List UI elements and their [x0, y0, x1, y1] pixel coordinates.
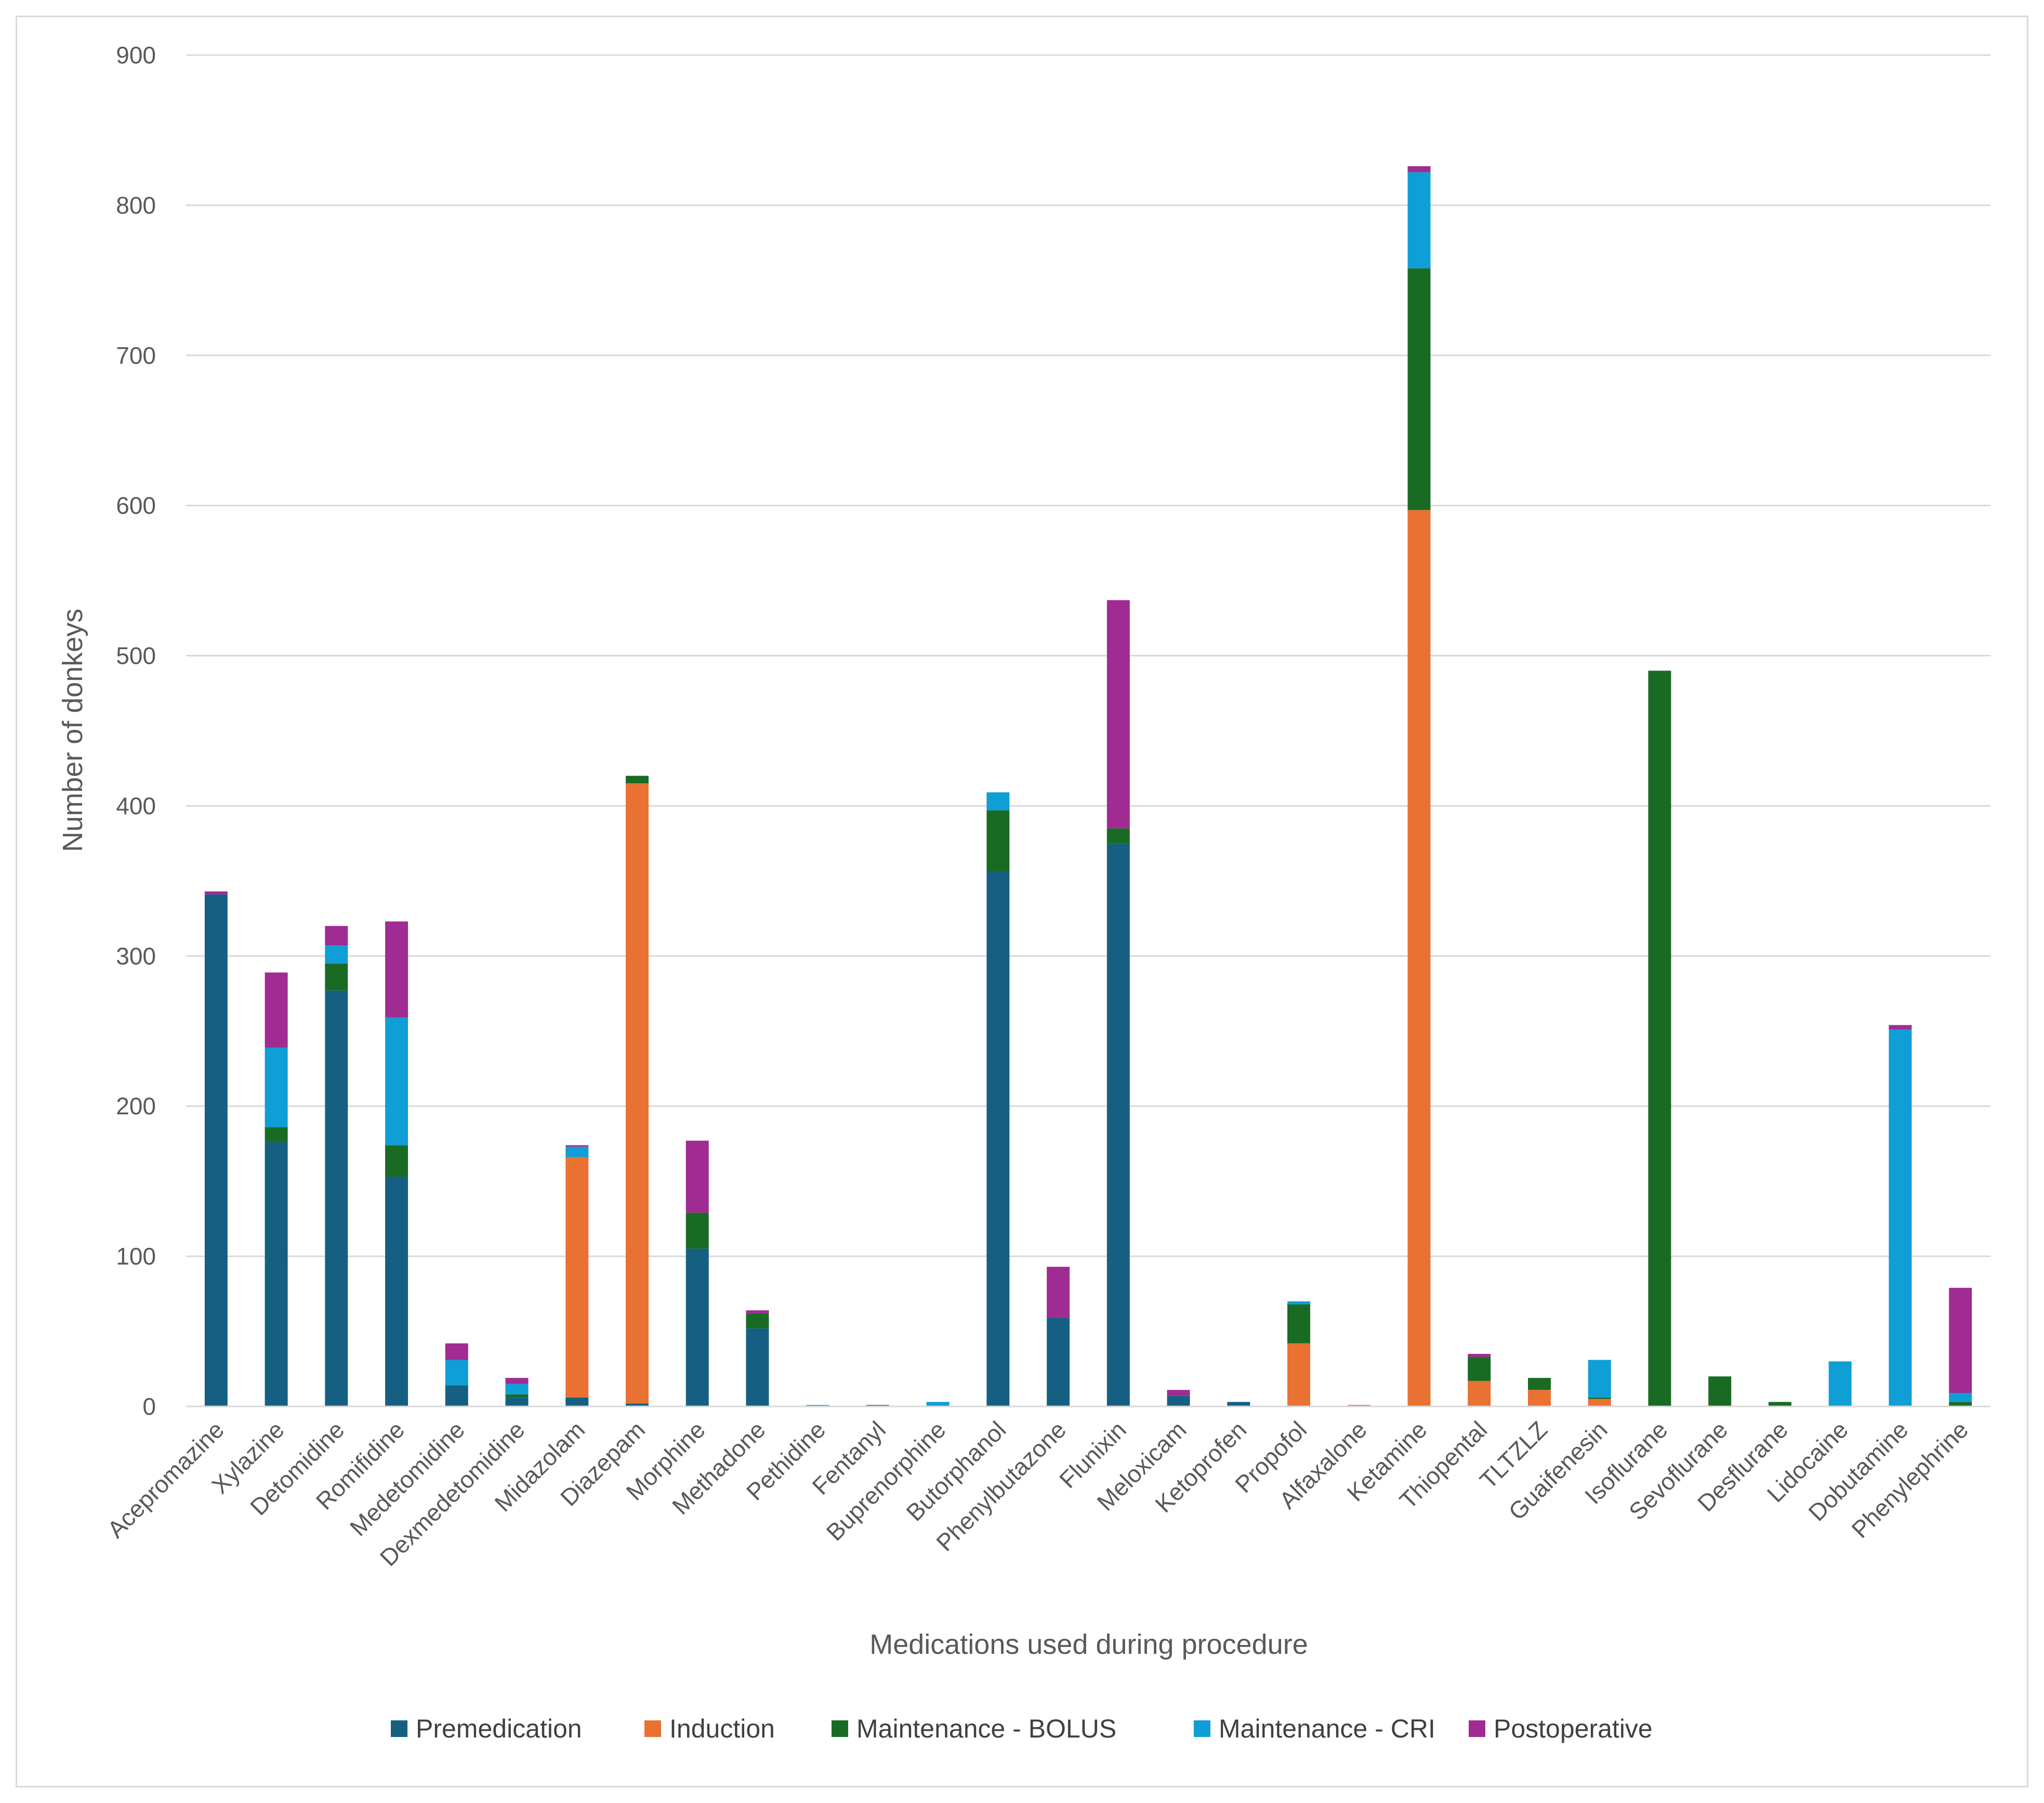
bar-detomidine-maintenance-cri — [325, 945, 348, 964]
bar-ketamine-postoperative — [1407, 166, 1431, 173]
chart-frame — [16, 16, 2028, 1787]
bar-diazepam-maintenance-bolus — [626, 775, 649, 784]
bar-flunixin-postoperative — [1106, 600, 1130, 828]
bar-phenylephrine-postoperative — [1949, 1287, 1972, 1393]
bar-xylazine-postoperative — [265, 972, 288, 1048]
bar-lidocaine-maintenance-cri — [1828, 1361, 1852, 1406]
bar-ketoprofen-premedication — [1227, 1402, 1250, 1406]
bar-phenylbutazone-premedication — [1047, 1318, 1070, 1406]
y-tick-label: 100 — [116, 1243, 156, 1270]
legend-swatch — [1469, 1720, 1485, 1737]
bar-dexmedetomidine-maintenance-cri — [505, 1384, 529, 1394]
bar-acepromazine-premedication — [204, 894, 228, 1406]
bar-meloxicam-postoperative — [1167, 1390, 1190, 1396]
bar-desflurane-maintenance-bolus — [1768, 1402, 1791, 1406]
y-tick-label: 300 — [116, 942, 156, 969]
bars — [204, 166, 1972, 1407]
legend-label: Premedication — [416, 1714, 582, 1743]
bar-morphine-postoperative — [685, 1140, 709, 1213]
bar-ketamine-maintenance-cri — [1407, 172, 1431, 269]
y-tick-label: 400 — [116, 792, 156, 819]
bar-thiopental-maintenance-bolus — [1468, 1357, 1491, 1381]
bar-isoflurane-maintenance-bolus — [1648, 670, 1671, 1406]
bar-phenylbutazone-postoperative — [1047, 1267, 1070, 1318]
x-axis-ticks: AcepromazineXylazineDetomidineRomifidine… — [102, 1416, 1973, 1571]
bar-tltzlz-maintenance-bolus — [1528, 1378, 1551, 1390]
bar-butorphanol-maintenance-cri — [986, 792, 1010, 811]
bar-guaifenesin-maintenance-bolus — [1588, 1397, 1611, 1399]
legend-label: Maintenance - CRI — [1219, 1714, 1435, 1743]
y-tick-label: 500 — [116, 642, 156, 669]
bar-midazolam-induction — [565, 1157, 589, 1398]
bar-medetomidine-premedication — [445, 1385, 468, 1406]
gridlines — [186, 54, 1990, 1257]
y-tick-label: 700 — [116, 342, 156, 369]
bar-romifidine-postoperative — [385, 921, 408, 1018]
bar-morphine-premedication — [685, 1248, 709, 1406]
bar-meloxicam-premedication — [1167, 1396, 1190, 1406]
bar-medetomidine-postoperative — [445, 1343, 468, 1360]
bar-phenylephrine-maintenance-bolus — [1949, 1402, 1972, 1406]
bar-midazolam-maintenance-cri — [565, 1147, 589, 1157]
bar-morphine-maintenance-bolus — [685, 1213, 709, 1249]
bar-dexmedetomidine-maintenance-bolus — [505, 1394, 529, 1398]
bar-thiopental-induction — [1468, 1380, 1491, 1406]
y-tick-label: 800 — [116, 192, 156, 219]
bar-romifidine-maintenance-bolus — [385, 1145, 408, 1177]
bar-methadone-postoperative — [746, 1310, 769, 1313]
bar-flunixin-maintenance-bolus — [1106, 828, 1130, 844]
bar-midazolam-premedication — [565, 1397, 589, 1406]
y-tick-label: 900 — [116, 42, 156, 69]
legend: Premedication Induction Maintenance - BOLU… — [391, 1714, 1653, 1743]
bar-propofol-maintenance-cri — [1287, 1301, 1311, 1305]
bar-dobutamine-postoperative — [1889, 1025, 1912, 1030]
bar-xylazine-premedication — [265, 1142, 288, 1406]
legend-label: Maintenance - BOLUS — [856, 1714, 1116, 1743]
bar-ketamine-induction — [1407, 510, 1431, 1407]
bar-sevoflurane-maintenance-bolus — [1708, 1376, 1732, 1406]
legend-label: Postoperative — [1494, 1714, 1653, 1743]
bar-detomidine-premedication — [325, 990, 348, 1406]
bar-xylazine-maintenance-cri — [265, 1047, 288, 1127]
bar-romifidine-premedication — [385, 1177, 408, 1406]
bar-guaifenesin-induction — [1588, 1399, 1611, 1406]
legend-label: Induction — [669, 1714, 775, 1743]
legend-swatch — [832, 1720, 848, 1737]
bar-medetomidine-maintenance-cri — [445, 1360, 468, 1386]
bar-butorphanol-premedication — [986, 872, 1010, 1406]
bar-midazolam-postoperative — [565, 1145, 589, 1147]
y-tick-label: 0 — [142, 1393, 156, 1420]
bar-buprenorphine-maintenance-cri — [926, 1402, 950, 1406]
x-axis-title: Medications used during procedure — [869, 1629, 1308, 1660]
y-axis-title: Number of donkeys — [57, 609, 88, 852]
bar-dexmedetomidine-postoperative — [505, 1378, 529, 1384]
bar-diazepam-premedication — [626, 1403, 649, 1406]
legend-swatch — [391, 1720, 407, 1737]
bar-detomidine-postoperative — [325, 926, 348, 946]
legend-swatch — [1194, 1720, 1210, 1737]
bar-romifidine-maintenance-cri — [385, 1017, 408, 1146]
bar-xylazine-maintenance-bolus — [265, 1127, 288, 1142]
legend-swatch — [644, 1720, 661, 1737]
y-tick-label: 200 — [116, 1093, 156, 1120]
y-axis-ticks: 0 100 200 300 400 500 600 700 800 900 — [116, 42, 156, 1420]
bar-phenylephrine-maintenance-cri — [1949, 1393, 1972, 1402]
bar-methadone-maintenance-bolus — [746, 1313, 769, 1328]
bar-diazepam-induction — [626, 783, 649, 1404]
bar-ketamine-maintenance-bolus — [1407, 268, 1431, 510]
bar-butorphanol-maintenance-bolus — [986, 810, 1010, 872]
bar-acepromazine-postoperative — [204, 891, 228, 894]
bar-propofol-induction — [1287, 1343, 1311, 1406]
bar-dexmedetomidine-premedication — [505, 1397, 529, 1406]
bar-tltzlz-induction — [1528, 1390, 1551, 1406]
bar-propofol-maintenance-bolus — [1287, 1304, 1311, 1344]
bar-thiopental-postoperative — [1468, 1353, 1491, 1357]
bar-detomidine-maintenance-bolus — [325, 963, 348, 991]
bar-guaifenesin-maintenance-cri — [1588, 1360, 1611, 1398]
y-tick-label: 600 — [116, 492, 156, 519]
bar-methadone-premedication — [746, 1328, 769, 1406]
bar-dobutamine-maintenance-cri — [1889, 1029, 1912, 1406]
bar-flunixin-premedication — [1106, 843, 1130, 1406]
